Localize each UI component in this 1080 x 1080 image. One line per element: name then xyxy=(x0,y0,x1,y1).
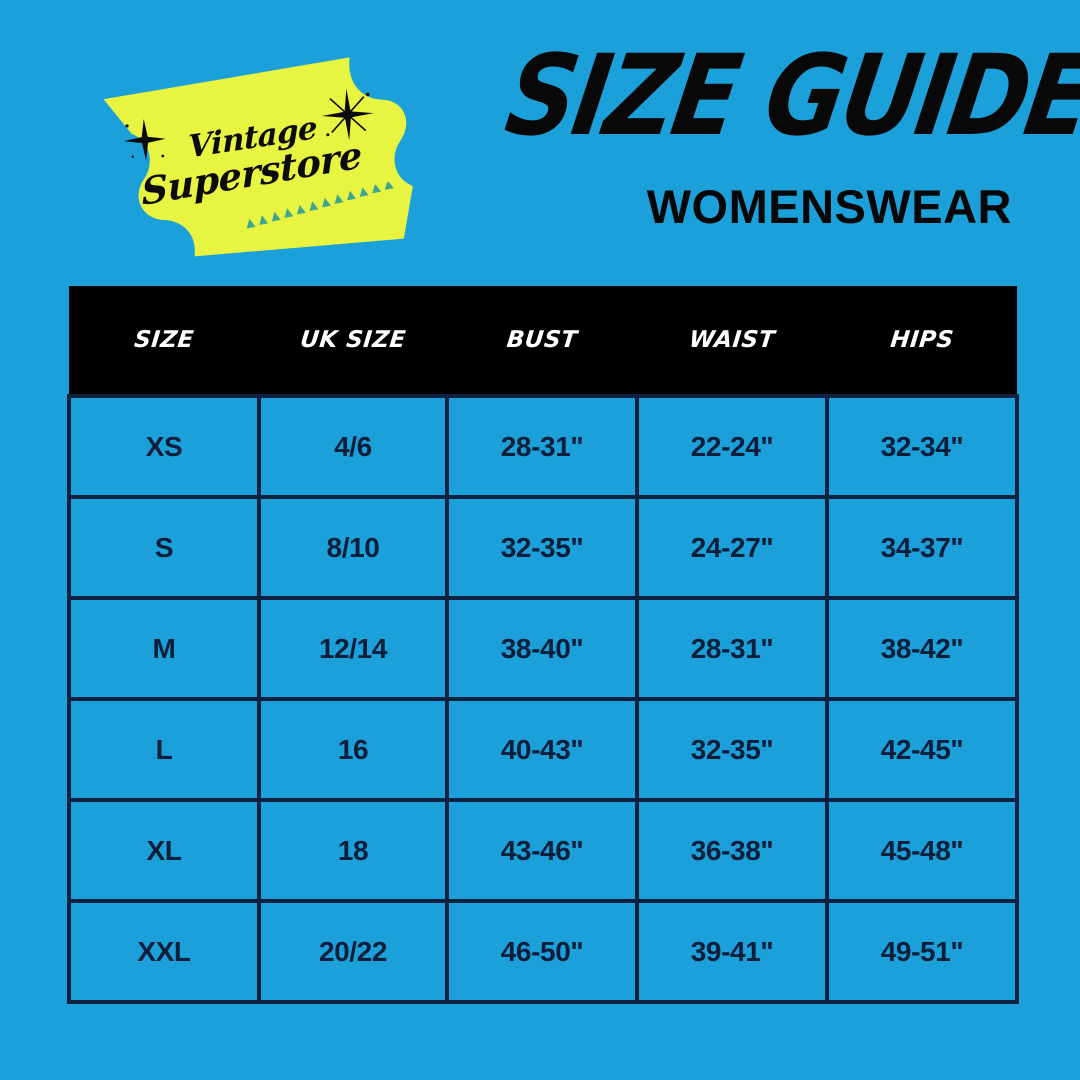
cell-hips: 32-34" xyxy=(825,394,1019,499)
cell-waist: 32-35" xyxy=(635,697,829,802)
size-guide-table: SIZE UK SIZE BUST WAIST HIPS XS 4/6 28-3… xyxy=(67,286,1019,1004)
cell-size: M xyxy=(67,596,261,701)
table-row: XS 4/6 28-31" 22-24" 32-34" xyxy=(67,394,1019,499)
cell-waist: 36-38" xyxy=(635,798,829,903)
table-body: XS 4/6 28-31" 22-24" 32-34" S 8/10 32-35… xyxy=(67,394,1019,1004)
column-header-waist: WAIST xyxy=(687,327,777,353)
sparkle-icon xyxy=(319,86,376,143)
page-subtitle: WOMENSWEAR xyxy=(646,180,1012,234)
logo-wordmark: Vintage Superstore xyxy=(82,38,423,276)
table-header-row: SIZE UK SIZE BUST WAIST HIPS xyxy=(69,286,1017,396)
cell-uk-size: 16 xyxy=(257,697,449,802)
sparkle-icon xyxy=(121,116,169,164)
cell-bust: 38-40" xyxy=(445,596,639,701)
cell-size: XL xyxy=(67,798,261,903)
column-header-hips: HIPS xyxy=(889,327,956,353)
cell-size: L xyxy=(67,697,261,802)
column-header-size: SIZE xyxy=(132,327,196,353)
column-header-uk-size: UK SIZE xyxy=(298,327,408,353)
table-row: M 12/14 38-40" 28-31" 38-42" xyxy=(67,596,1019,701)
cell-waist: 28-31" xyxy=(635,596,829,701)
cell-waist: 39-41" xyxy=(635,899,829,1004)
triangle-accent-row xyxy=(246,180,394,229)
ticket-shape-icon xyxy=(103,57,413,257)
cell-size: XS xyxy=(67,394,261,499)
table-row: XXL 20/22 46-50" 39-41" 49-51" xyxy=(67,899,1019,1004)
cell-bust: 46-50" xyxy=(445,899,639,1004)
table-row: L 16 40-43" 32-35" 42-45" xyxy=(67,697,1019,802)
cell-size: S xyxy=(67,495,261,600)
cell-size: XXL xyxy=(67,899,261,1004)
cell-uk-size: 4/6 xyxy=(257,394,449,499)
cell-uk-size: 8/10 xyxy=(257,495,449,600)
brand-logo-badge: Vintage Superstore xyxy=(88,48,417,265)
cell-hips: 49-51" xyxy=(825,899,1019,1004)
cell-bust: 40-43" xyxy=(445,697,639,802)
cell-bust: 32-35" xyxy=(445,495,639,600)
cell-waist: 24-27" xyxy=(635,495,829,600)
cell-uk-size: 20/22 xyxy=(257,899,449,1004)
table-row: S 8/10 32-35" 24-27" 34-37" xyxy=(67,495,1019,600)
cell-uk-size: 12/14 xyxy=(257,596,449,701)
cell-bust: 28-31" xyxy=(445,394,639,499)
cell-waist: 22-24" xyxy=(635,394,829,499)
cell-hips: 34-37" xyxy=(825,495,1019,600)
table-row: XL 18 43-46" 36-38" 45-48" xyxy=(67,798,1019,903)
column-header-bust: BUST xyxy=(505,327,579,353)
cell-bust: 43-46" xyxy=(445,798,639,903)
title-block: SIZE GUIDE WOMENSWEAR xyxy=(498,31,1080,234)
cell-hips: 45-48" xyxy=(825,798,1019,903)
page-title: SIZE GUIDE xyxy=(498,30,1080,161)
cell-hips: 42-45" xyxy=(825,697,1019,802)
cell-hips: 38-42" xyxy=(825,596,1019,701)
table-header: SIZE UK SIZE BUST WAIST HIPS xyxy=(69,286,1017,396)
cell-uk-size: 18 xyxy=(257,798,449,903)
